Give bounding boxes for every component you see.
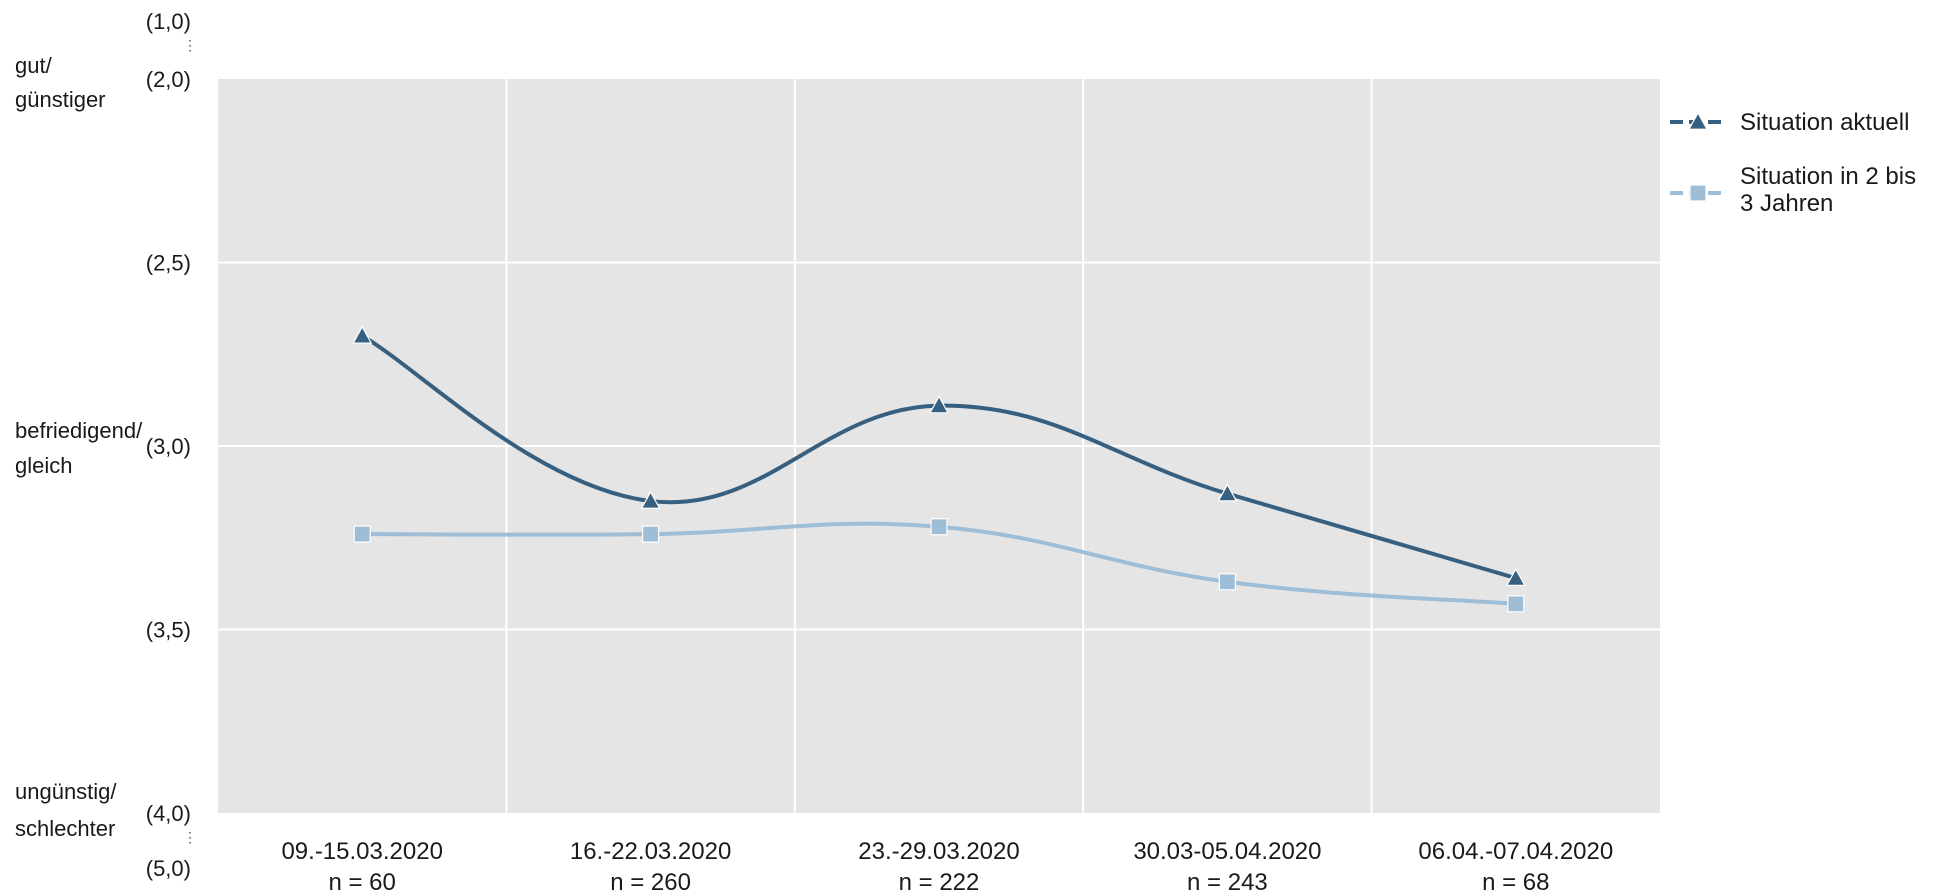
x-tick-sublabel: n = 260	[610, 869, 691, 896]
x-tick-label: 30.03-05.04.2020	[1133, 838, 1321, 865]
series-layer	[352, 325, 1526, 613]
x-tick-sublabel: n = 222	[899, 869, 980, 896]
y-tick-label: (1,0)	[146, 9, 191, 34]
y-tick-label: (4,0)	[146, 801, 191, 826]
data-point	[353, 525, 371, 543]
x-tick-label: 23.-29.03.2020	[858, 838, 1019, 865]
y-tick-label: (2,0)	[146, 67, 191, 92]
data-point	[640, 490, 661, 509]
y-side-label: günstiger	[15, 87, 106, 112]
x-tick-label: 06.04.-07.04.2020	[1418, 838, 1613, 865]
y-tick-label: (3,5)	[146, 618, 191, 643]
y-side-label: schlechter	[15, 816, 115, 841]
data-point	[352, 325, 373, 344]
data-point	[1507, 595, 1525, 613]
data-point	[1505, 567, 1526, 586]
y-side-labels: gut/günstiger befriedigend/gleich ungünsti…	[15, 53, 143, 841]
legend-label: Situation aktuell	[1740, 109, 1909, 136]
x-tick-sublabel: n = 243	[1187, 869, 1268, 896]
grid-lines	[218, 79, 1660, 813]
y-side-label: befriedigend/	[15, 418, 143, 443]
y-side-label: gut/	[15, 53, 53, 78]
legend-label: 3 Jahren	[1740, 190, 1833, 217]
y-side-label: gleich	[15, 453, 72, 478]
data-point	[1217, 483, 1238, 502]
data-point	[641, 525, 660, 543]
data-point	[928, 395, 950, 414]
y-tick-label: (2,5)	[146, 251, 191, 276]
x-tick-sublabel: n = 60	[328, 869, 395, 896]
data-point	[1218, 573, 1237, 591]
y-tick-label: (5,0)	[146, 856, 191, 881]
x-tick-label: 09.-15.03.2020	[281, 838, 442, 865]
legend-swatch-marker	[1687, 111, 1709, 130]
y-axis: (2,0) (2,5) (3,0) (3,5) (4,0) (1,0) (5,0)	[146, 9, 191, 881]
data-point	[930, 518, 948, 536]
y-side-label: ungünstig/	[15, 779, 117, 804]
x-tick-sublabel: n = 68	[1482, 869, 1549, 896]
legend-swatch-marker	[1689, 184, 1707, 202]
legend-label: Situation in 2 bis	[1740, 163, 1916, 190]
x-axis: 09.-15.03.2020 n = 60 16.-22.03.2020 n = 26…	[281, 838, 1613, 896]
y-tick-label: (3,0)	[146, 434, 191, 459]
x-tick-label: 16.-22.03.2020	[570, 838, 731, 865]
